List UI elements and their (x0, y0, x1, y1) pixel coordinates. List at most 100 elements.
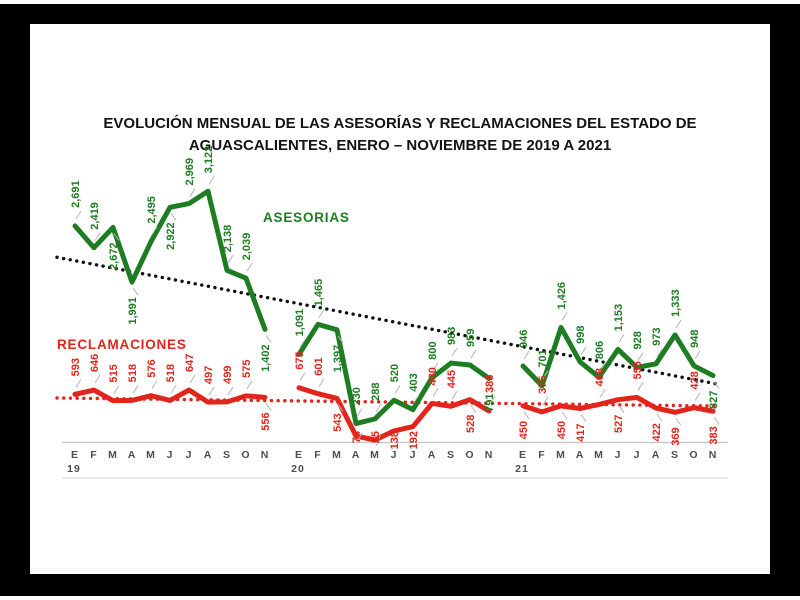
svg-text:25: 25 (370, 431, 382, 443)
svg-text:576: 576 (146, 359, 158, 377)
svg-text:959: 959 (465, 329, 477, 347)
svg-text:403: 403 (408, 373, 420, 391)
svg-text:J: J (186, 449, 193, 461)
svg-text:O: O (465, 449, 474, 461)
svg-text:417: 417 (575, 424, 587, 442)
svg-text:1,091: 1,091 (294, 309, 306, 337)
svg-text:647: 647 (184, 354, 196, 372)
legend-asesorias: ASESORIAS (263, 210, 350, 225)
svg-text:1,426: 1,426 (556, 282, 568, 310)
svg-text:M: M (108, 449, 118, 461)
svg-text:20: 20 (291, 463, 305, 475)
svg-text:375: 375 (537, 376, 549, 394)
svg-text:F: F (314, 449, 321, 461)
svg-text:2,922: 2,922 (165, 222, 177, 250)
chart-title: EVOLUCIÓN MENSUAL DE LAS ASESORÍAS Y REC… (103, 115, 697, 154)
svg-text:S: S (447, 449, 455, 461)
svg-text:A: A (576, 449, 585, 461)
svg-text:827: 827 (708, 391, 720, 409)
svg-text:998: 998 (575, 325, 587, 343)
svg-text:528: 528 (465, 415, 477, 433)
svg-text:520: 520 (389, 364, 401, 382)
svg-text:A: A (428, 449, 437, 461)
svg-text:527: 527 (613, 415, 625, 433)
svg-text:230: 230 (351, 387, 363, 405)
svg-text:2,672: 2,672 (108, 242, 120, 270)
svg-text:2,039: 2,039 (241, 233, 253, 261)
svg-text:J: J (391, 449, 398, 461)
svg-text:973: 973 (651, 327, 663, 345)
svg-text:575: 575 (241, 359, 253, 377)
chart-panel (30, 24, 770, 574)
svg-text:946: 946 (518, 330, 530, 348)
svg-text:556: 556 (260, 412, 272, 430)
svg-text:1,991: 1,991 (127, 297, 139, 325)
svg-text:445: 445 (446, 370, 458, 388)
svg-text:806: 806 (594, 341, 606, 359)
svg-text:A: A (352, 449, 361, 461)
svg-text:2,419: 2,419 (89, 202, 101, 230)
svg-text:450: 450 (556, 421, 568, 439)
svg-text:2,495: 2,495 (146, 196, 158, 224)
svg-text:288: 288 (370, 383, 382, 401)
svg-text:983: 983 (446, 327, 458, 345)
svg-text:J: J (634, 449, 641, 461)
svg-text:21: 21 (515, 463, 529, 475)
svg-text:F: F (538, 449, 545, 461)
svg-text:675: 675 (294, 351, 306, 369)
svg-text:J: J (410, 449, 417, 461)
frame-bottom-line (0, 596, 800, 600)
svg-text:2,691: 2,691 (70, 180, 82, 208)
svg-text:555: 555 (632, 361, 644, 379)
svg-text:468: 468 (594, 368, 606, 386)
svg-text:497: 497 (203, 366, 215, 384)
svg-text:J: J (615, 449, 622, 461)
svg-text:1,153: 1,153 (613, 304, 625, 332)
svg-text:E: E (295, 449, 303, 461)
svg-text:A: A (652, 449, 661, 461)
svg-text:M: M (370, 449, 380, 461)
frame-top-line (0, 0, 800, 4)
svg-text:480: 480 (427, 367, 439, 385)
svg-text:791: 791 (484, 393, 496, 411)
svg-text:499: 499 (222, 366, 234, 384)
svg-text:N: N (485, 449, 494, 461)
svg-text:386: 386 (484, 375, 496, 393)
svg-text:601: 601 (313, 357, 325, 375)
svg-text:M: M (594, 449, 604, 461)
svg-text:1,397: 1,397 (332, 345, 344, 373)
svg-text:928: 928 (632, 331, 644, 349)
svg-text:A: A (128, 449, 137, 461)
svg-text:593: 593 (70, 358, 82, 376)
svg-text:F: F (90, 449, 97, 461)
svg-text:518: 518 (165, 364, 177, 382)
svg-text:1,333: 1,333 (670, 289, 682, 317)
svg-text:N: N (709, 449, 718, 461)
svg-text:518: 518 (127, 364, 139, 382)
svg-text:M: M (556, 449, 566, 461)
svg-text:515: 515 (108, 364, 120, 382)
svg-text:543: 543 (332, 413, 344, 431)
svg-text:800: 800 (427, 341, 439, 359)
svg-text:19: 19 (67, 463, 81, 475)
svg-text:M: M (146, 449, 156, 461)
svg-text:2,969: 2,969 (184, 158, 196, 186)
svg-text:450: 450 (518, 421, 530, 439)
svg-text:N: N (261, 449, 270, 461)
svg-text:O: O (241, 449, 250, 461)
svg-text:192: 192 (408, 431, 420, 449)
svg-text:646: 646 (89, 354, 101, 372)
svg-text:428: 428 (689, 371, 701, 389)
svg-text:422: 422 (651, 423, 663, 441)
svg-text:1,402: 1,402 (260, 344, 272, 372)
svg-text:3,122: 3,122 (203, 146, 215, 174)
legend-reclamaciones: RECLAMACIONES (57, 337, 187, 352)
svg-text:S: S (671, 449, 679, 461)
svg-text:A: A (204, 449, 213, 461)
svg-text:74: 74 (351, 430, 363, 443)
svg-text:O: O (689, 449, 698, 461)
svg-text:1,465: 1,465 (313, 279, 325, 307)
svg-text:M: M (332, 449, 342, 461)
svg-text:E: E (519, 449, 527, 461)
